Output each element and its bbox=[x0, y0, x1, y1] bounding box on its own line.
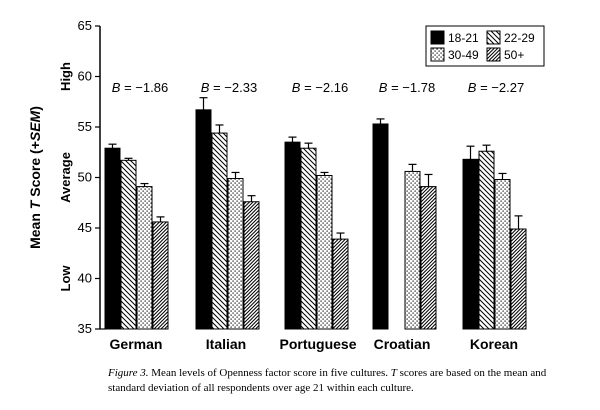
legend-label-50+: 50+ bbox=[504, 48, 524, 62]
y-axis-label-part: T bbox=[27, 199, 43, 209]
y-tick-label-65: 65 bbox=[78, 18, 92, 33]
category-label-german: German bbox=[110, 336, 163, 352]
bar-german-22-29 bbox=[120, 159, 137, 330]
bar-italian-50+ bbox=[243, 201, 260, 330]
caption-text-2: T bbox=[390, 367, 397, 379]
bar-german-30-49 bbox=[136, 186, 153, 330]
b-annotation-croatian: B = −1.78 bbox=[379, 80, 435, 95]
y-axis-label-part: ) bbox=[27, 106, 43, 111]
b-annotation-german: B = −1.86 bbox=[112, 80, 168, 95]
y-axis-label-part: Score (+ bbox=[27, 141, 43, 201]
legend-label-30-49: 30-49 bbox=[448, 48, 479, 62]
category-label-italian: Italian bbox=[206, 336, 246, 352]
caption-lead: Figure 3. bbox=[108, 367, 149, 379]
category-label-portuguese: Portuguese bbox=[279, 336, 356, 352]
y-axis-label-part: SEM bbox=[27, 110, 43, 141]
b-annotation-korean: B = −2.27 bbox=[468, 80, 524, 95]
bar-portuguese-22-29 bbox=[300, 147, 317, 330]
y-tick-label-55: 55 bbox=[78, 119, 92, 134]
bar-korean-18-21 bbox=[462, 158, 479, 330]
y-tick-label-60: 60 bbox=[78, 69, 92, 84]
legend: 18-21 22-29 30-49 50+ bbox=[425, 25, 545, 67]
legend-swatch-18-21 bbox=[430, 30, 445, 45]
b-annotations: B = −1.86 B = −2.33 B = −2.16 B = −1.78 B = … bbox=[112, 80, 524, 95]
bar-korean-22-29 bbox=[478, 150, 495, 330]
caption-text-3: scores are based on the mean and standar… bbox=[108, 367, 547, 394]
bar-croatian-30-49 bbox=[404, 170, 421, 330]
y-band-low: Low bbox=[58, 265, 73, 292]
bar-korean-30-49 bbox=[494, 179, 511, 330]
legend-swatch-30-49 bbox=[430, 47, 445, 62]
legend-swatch-22-29 bbox=[486, 30, 501, 45]
bar-italian-30-49 bbox=[227, 178, 244, 330]
y-tick-label-45: 45 bbox=[78, 220, 92, 235]
bar-italian-22-29 bbox=[211, 132, 228, 330]
bar-german-50+ bbox=[152, 221, 169, 330]
bars bbox=[104, 97, 527, 330]
y-axis: 35 40 45 50 55 60 65 bbox=[78, 18, 106, 336]
y-tick-label-35: 35 bbox=[78, 321, 92, 336]
legend-swatch-50+ bbox=[486, 47, 501, 62]
caption-text-1: Mean levels of Openness factor score in … bbox=[148, 367, 391, 379]
category-labels: German Italian Portuguese Croatian Korean bbox=[110, 336, 519, 352]
bar-portuguese-50+ bbox=[332, 238, 349, 330]
b-annotation-italian: B = −2.33 bbox=[201, 80, 257, 95]
b-annotation-portuguese: B = −2.16 bbox=[292, 80, 348, 95]
bar-portuguese-18-21 bbox=[284, 141, 301, 330]
y-band-average: Average bbox=[58, 152, 73, 203]
bar-croatian-50+ bbox=[420, 186, 437, 330]
openness-bar-chart: 35 40 45 50 55 60 65 Low Average High Mean T Sco… bbox=[27, 18, 545, 352]
y-tick-label-50: 50 bbox=[78, 170, 92, 185]
category-label-korean: Korean bbox=[470, 336, 518, 352]
legend-box bbox=[425, 25, 545, 67]
bar-german-18-21 bbox=[104, 147, 121, 330]
bar-korean-50+ bbox=[510, 228, 527, 330]
y-band-labels: Low Average High bbox=[58, 62, 73, 291]
legend-label-18-21: 18-21 bbox=[448, 31, 479, 45]
y-band-high: High bbox=[58, 62, 73, 91]
y-tick-label-40: 40 bbox=[78, 271, 92, 286]
legend-label-22-29: 22-29 bbox=[504, 31, 535, 45]
bar-italian-18-21 bbox=[195, 109, 212, 330]
y-axis-label-part: Mean bbox=[27, 209, 43, 249]
bar-portuguese-30-49 bbox=[316, 174, 333, 330]
category-label-croatian: Croatian bbox=[374, 336, 431, 352]
figure-caption: Figure 3. Mean levels of Openness factor… bbox=[108, 366, 548, 396]
bar-croatian-18-21 bbox=[372, 123, 389, 330]
y-axis-label: Mean T Score (+SEM) bbox=[27, 106, 43, 249]
